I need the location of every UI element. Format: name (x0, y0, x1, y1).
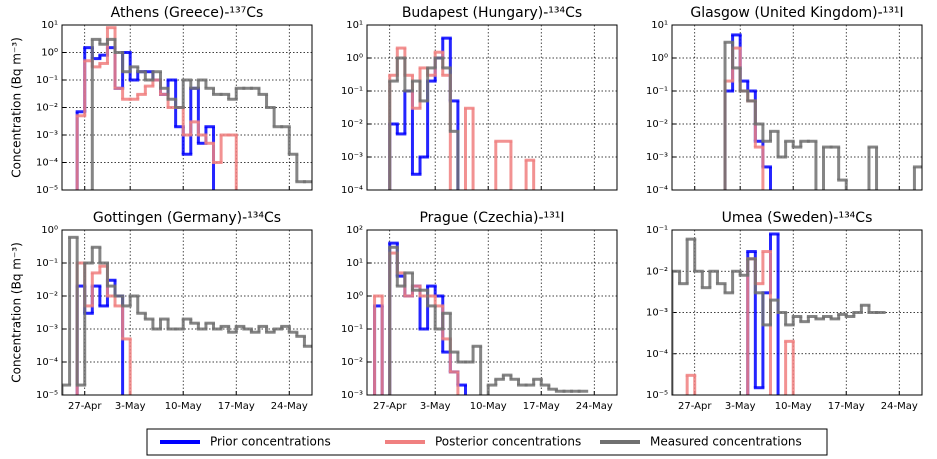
y-tick-label: 10⁻⁴ (36, 158, 58, 169)
y-tick-label: 10⁰ (41, 48, 58, 59)
y-tick-label: 10⁻¹ (36, 258, 58, 269)
y-tick-label: 10¹ (346, 20, 363, 31)
y-tick-label: 10¹ (41, 20, 58, 31)
x-tick-label: 3-May (420, 401, 451, 412)
y-tick-label: 10⁻² (341, 357, 363, 368)
y-tick-label: 10⁻³ (646, 152, 668, 163)
chart-title: Prague (Czechia)-¹³¹I (419, 210, 564, 226)
chart-title: Glasgow (United Kingdom)-¹³¹I (690, 5, 903, 21)
axes-frame (366, 24, 618, 191)
y-tick-label: 10⁻² (646, 119, 668, 130)
y-tick-label: 10⁻⁵ (36, 185, 58, 196)
plot-area (388, 36, 536, 190)
y-tick-label: 10⁻² (36, 291, 58, 302)
y-tick-label: 10⁰ (346, 291, 363, 302)
y-tick-label: 10⁻⁴ (341, 185, 363, 196)
chart-title: Gottingen (Germany)-¹³⁴Cs (93, 210, 281, 226)
y-tick-label: 10⁻³ (341, 390, 363, 401)
y-tick-label: 10⁰ (346, 53, 363, 64)
x-tick-label: 10-May (470, 401, 507, 412)
y-tick-label: 10⁻⁴ (36, 357, 58, 368)
y-tick-label: 10⁻³ (36, 324, 58, 335)
x-tick-label: 10-May (165, 401, 202, 412)
y-tick-label: 10⁻¹ (341, 86, 363, 97)
x-tick-label: 27-Apr (678, 401, 712, 412)
x-tick-label: 17-May (523, 401, 560, 412)
y-tick-label: 10⁻¹ (341, 324, 363, 335)
y-tick-label: 10⁻³ (36, 130, 58, 141)
chart-title: Umea (Sweden)-¹³⁴Cs (722, 210, 873, 226)
y-tick-label: 10⁻⁴ (646, 185, 668, 196)
y-tick-label: 10⁻² (341, 119, 363, 130)
chart-title: Budapest (Hungary)-¹³⁴Cs (402, 5, 582, 21)
y-tick-label: 10⁻⁵ (646, 390, 668, 401)
y-tick-label: 10² (346, 225, 363, 236)
y-tick-label: 10⁻³ (646, 308, 668, 319)
x-tick-label: 3-May (725, 401, 756, 412)
y-tick-label: 10¹ (651, 20, 668, 31)
y-tick-label: 10⁻³ (341, 152, 363, 163)
x-tick-label: 24-May (271, 401, 308, 412)
axes-frame (671, 24, 923, 191)
y-tick-label: 10⁻⁴ (646, 349, 668, 360)
chart-title: Athens (Greece)-¹³⁷Cs (111, 5, 264, 21)
plot-area (62, 235, 312, 395)
x-tick-label: 17-May (828, 401, 865, 412)
x-tick-label: 27-Apr (373, 401, 407, 412)
y-tick-label: 10⁻¹ (36, 75, 58, 86)
y-tick-label: 10⁻² (36, 103, 58, 114)
y-tick-label: 10⁻⁵ (36, 390, 58, 401)
legend-box (146, 428, 828, 456)
axes-frame (61, 229, 313, 396)
y-tick-label: 10⁻² (646, 266, 668, 277)
y-tick-label: 10⁰ (41, 225, 58, 236)
y-tick-label: 10⁰ (651, 53, 668, 64)
y-axis-label: Concentration (Bq m⁻³) (10, 242, 24, 383)
plot-area (723, 33, 922, 190)
y-axis-label: Concentration (Bq m⁻³) (10, 37, 24, 178)
legend-label: Prior concentrations (210, 435, 331, 449)
x-tick-label: 10-May (775, 401, 812, 412)
y-tick-label: 10⁻¹ (646, 225, 668, 236)
x-tick-label: 17-May (218, 401, 255, 412)
x-tick-label: 27-Apr (68, 401, 102, 412)
x-tick-label: 3-May (115, 401, 146, 412)
y-tick-label: 10⁻¹ (646, 86, 668, 97)
legend-label: Posterior concentrations (435, 435, 581, 449)
legend-label: Measured concentrations (650, 435, 802, 449)
y-tick-label: 10¹ (346, 258, 363, 269)
axes-frame (671, 229, 923, 396)
plot-area (75, 26, 312, 190)
axes-frame (61, 24, 313, 191)
x-tick-label: 24-May (881, 401, 918, 412)
axes-frame (366, 229, 618, 396)
x-tick-label: 24-May (576, 401, 613, 412)
plot-area (373, 241, 589, 395)
plot-area (672, 232, 886, 395)
